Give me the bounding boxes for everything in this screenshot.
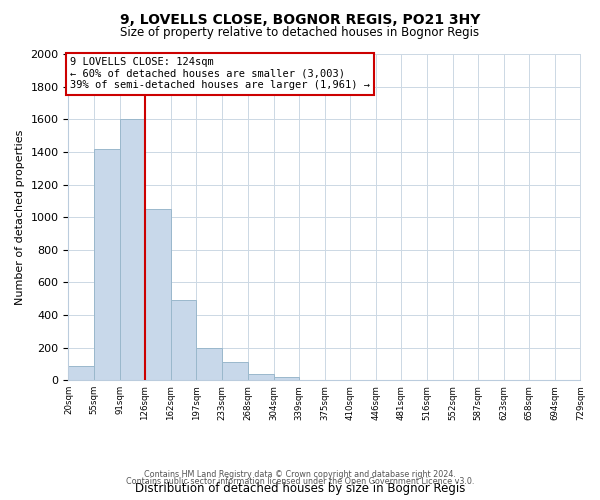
Text: 9 LOVELLS CLOSE: 124sqm
← 60% of detached houses are smaller (3,003)
39% of semi: 9 LOVELLS CLOSE: 124sqm ← 60% of detache… [70,58,370,90]
Bar [248,374,274,380]
Y-axis label: Number of detached properties: Number of detached properties [15,130,25,305]
Text: Size of property relative to detached houses in Bognor Regis: Size of property relative to detached ho… [121,26,479,39]
Bar [145,209,171,380]
Text: 9, LOVELLS CLOSE, BOGNOR REGIS, PO21 3HY: 9, LOVELLS CLOSE, BOGNOR REGIS, PO21 3HY [120,12,480,26]
Bar [68,366,94,380]
Bar [196,348,222,380]
Bar [171,300,196,380]
Bar [274,377,299,380]
Text: Contains HM Land Registry data © Crown copyright and database right 2024.: Contains HM Land Registry data © Crown c… [144,470,456,479]
Text: Contains public sector information licensed under the Open Government Licence v3: Contains public sector information licen… [126,477,474,486]
Bar [94,150,119,380]
Text: Distribution of detached houses by size in Bognor Regis: Distribution of detached houses by size … [135,482,465,495]
Bar [119,120,145,380]
Bar [222,362,248,380]
